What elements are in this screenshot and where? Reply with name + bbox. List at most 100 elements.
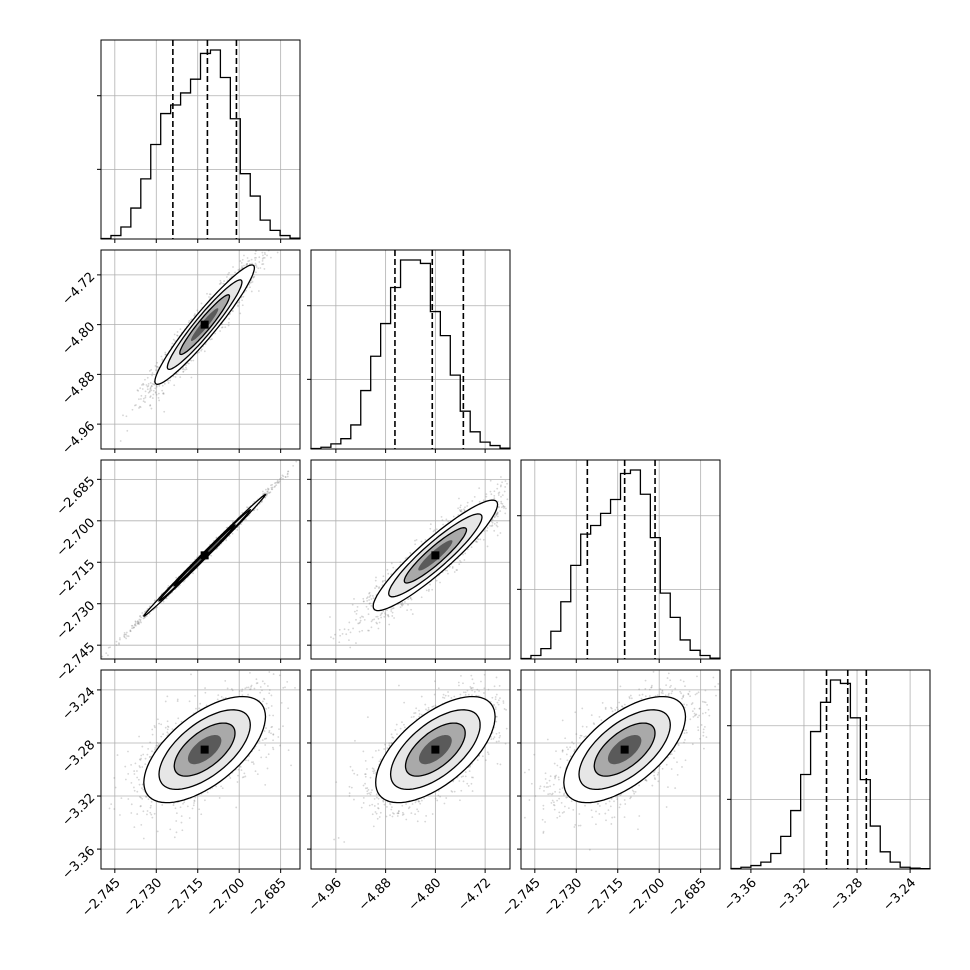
scatter-point <box>105 652 108 655</box>
scatter-point <box>490 520 493 523</box>
scatter-point <box>190 376 193 379</box>
scatter-point <box>493 529 496 532</box>
scatter-point <box>485 495 488 498</box>
scatter-point <box>463 509 466 512</box>
scatter-point <box>271 486 274 489</box>
scatter-point <box>352 627 354 630</box>
scatter-point <box>349 646 352 649</box>
scatter-point <box>262 256 265 259</box>
scatter-point <box>457 507 460 510</box>
scatter-point <box>286 475 289 478</box>
scatter-point <box>369 594 372 597</box>
scatter-point <box>208 296 210 298</box>
scatter-point <box>107 646 110 649</box>
scatter-point <box>131 408 134 411</box>
scatter-point <box>151 397 154 399</box>
scatter-point <box>185 366 187 369</box>
scatter-point <box>441 519 444 522</box>
scatter-point <box>496 511 499 514</box>
scatter-point <box>420 596 423 599</box>
scatter-point <box>238 268 241 271</box>
scatter-point <box>359 619 362 622</box>
scatter-point <box>451 565 454 568</box>
scatter-point <box>254 252 257 255</box>
scatter-point <box>459 510 462 512</box>
scatter-point <box>447 572 449 575</box>
scatter-point <box>248 259 251 262</box>
scatter-point <box>220 281 222 284</box>
scatter-point <box>133 624 136 626</box>
scatter-point <box>139 618 142 621</box>
scatter-point <box>351 603 354 606</box>
scatter-point <box>129 630 132 633</box>
scatter-point <box>131 627 133 630</box>
x-tick-label: −3.28 <box>827 875 866 914</box>
scatter-point <box>470 546 473 549</box>
scatter-point <box>185 368 188 371</box>
scatter-point <box>282 221 284 223</box>
scatter-point <box>125 637 128 640</box>
scatter-point <box>237 305 239 308</box>
scatter-point <box>286 472 289 475</box>
scatter-point <box>246 263 248 266</box>
scatter-point <box>275 481 277 484</box>
scatter-point <box>177 585 180 588</box>
scatter-point <box>250 281 253 284</box>
scatter-point <box>187 321 190 324</box>
scatter-point <box>495 524 498 527</box>
scatter-point <box>227 273 229 276</box>
scatter-point <box>261 263 264 266</box>
scatter-point <box>136 389 139 391</box>
scatter-point <box>138 407 140 409</box>
scatter-point <box>286 473 289 476</box>
scatter-point <box>541 463 543 465</box>
scatter-point <box>406 609 409 612</box>
scatter-point <box>254 247 256 249</box>
scatter-point <box>257 290 260 292</box>
scatter-point <box>334 633 336 636</box>
scatter-point <box>502 505 505 507</box>
scatter-point <box>503 507 505 509</box>
scatter-point <box>175 372 178 375</box>
scatter-point <box>471 500 474 502</box>
scatter-point <box>142 383 145 386</box>
scatter-point <box>221 326 224 329</box>
scatter-point <box>198 351 200 354</box>
scatter-point <box>357 622 360 625</box>
scatter-point <box>188 319 191 322</box>
scatter-point <box>136 622 139 625</box>
scatter-point <box>172 338 175 341</box>
scatter-point <box>500 500 503 503</box>
scatter-point <box>458 563 461 566</box>
scatter-point <box>378 586 381 589</box>
scatter-point <box>386 568 389 571</box>
density-peak <box>200 551 209 560</box>
y-tick-label: −2.745 <box>54 640 99 685</box>
scatter-point <box>134 622 137 625</box>
scatter-point <box>466 501 469 504</box>
scatter-point <box>240 523 243 526</box>
scatter-point <box>401 604 404 607</box>
scatter-point <box>126 429 129 432</box>
scatter-point <box>190 318 193 321</box>
scatter-point <box>420 540 423 543</box>
scatter-point <box>240 267 243 269</box>
scatter-point <box>366 600 369 602</box>
scatter-point <box>140 398 142 400</box>
scatter-point <box>123 632 126 634</box>
scatter-point <box>348 639 350 642</box>
scatter-point <box>182 580 185 583</box>
scatter-point <box>362 600 365 603</box>
scatter-point <box>459 510 462 512</box>
scatter-point <box>238 301 241 304</box>
scatter-point <box>176 331 179 333</box>
scatter-point <box>506 482 508 485</box>
scatter-point <box>109 646 111 649</box>
scatter-point <box>455 569 458 571</box>
scatter-point <box>424 538 427 541</box>
scatter-point <box>390 608 393 611</box>
scatter-point <box>149 381 152 384</box>
scatter-point <box>439 581 441 584</box>
scatter-point <box>391 607 394 610</box>
scatter-point <box>169 379 172 382</box>
